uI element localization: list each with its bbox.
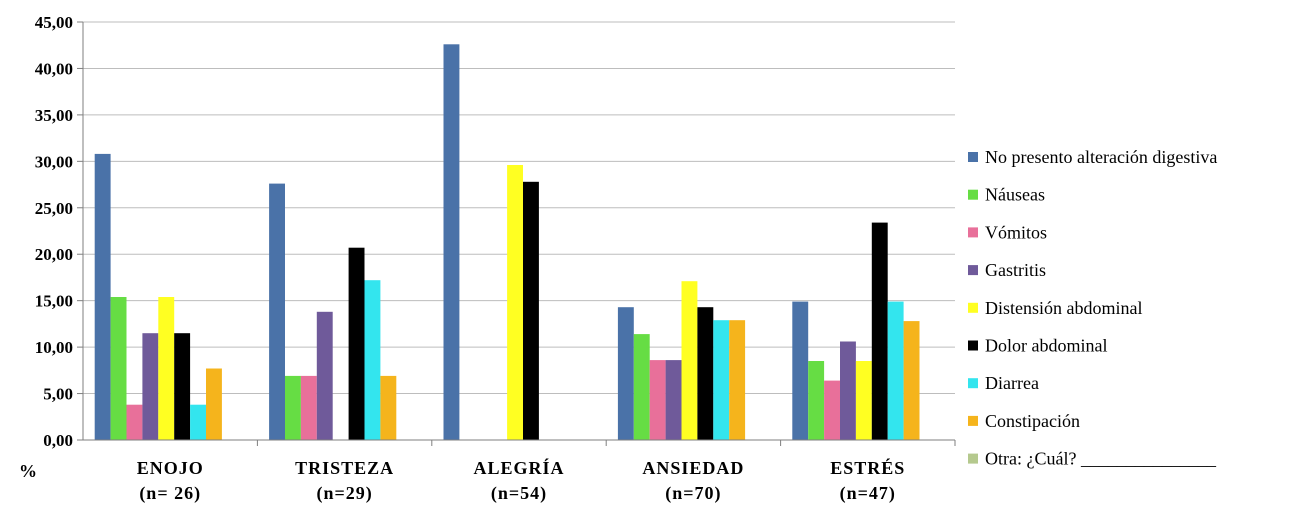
x-category-label: ALEGRÍA xyxy=(473,457,564,478)
bar xyxy=(713,320,730,440)
legend-label: Vómitos xyxy=(985,222,1047,242)
y-tick-label: 15,00 xyxy=(35,292,73,311)
bar xyxy=(443,44,460,441)
bar xyxy=(633,334,650,440)
bar xyxy=(158,297,175,440)
legend-swatch xyxy=(968,227,978,238)
bar xyxy=(507,165,523,440)
bar xyxy=(792,301,809,440)
legend-swatch xyxy=(968,189,978,200)
legend-label: Otra: ¿Cuál? _______________ xyxy=(985,449,1217,469)
legend-label: No presento alteración digestiva xyxy=(985,147,1217,167)
bar xyxy=(126,404,143,440)
bar xyxy=(380,375,397,440)
legend-swatch xyxy=(968,265,978,276)
legend-label: Dolor abdominal xyxy=(985,336,1107,356)
bar xyxy=(649,360,666,440)
legend-swatch xyxy=(968,152,978,162)
x-category-n-label: (n=47) xyxy=(840,483,896,504)
bar xyxy=(887,301,904,440)
axes: 0,00 5,00 10,00 15,00 20,00 25,00 30,00 35,00 40… xyxy=(35,13,956,504)
y-tick-label: 10,00 xyxy=(35,338,73,357)
legend-swatch xyxy=(968,378,978,389)
bar xyxy=(316,311,333,440)
bar xyxy=(729,320,746,440)
legend-label: Gastritis xyxy=(985,260,1046,280)
legend-swatch xyxy=(968,302,978,313)
bar xyxy=(285,375,301,440)
bar xyxy=(94,153,111,440)
x-category-n-label: (n= 26) xyxy=(139,483,201,504)
bar xyxy=(364,280,381,440)
x-category-label: ENOJO xyxy=(137,458,204,478)
bar xyxy=(824,380,840,440)
bar xyxy=(665,360,682,440)
bar xyxy=(206,368,222,440)
bar xyxy=(300,375,317,440)
y-tick-label: 40,00 xyxy=(35,59,73,78)
y-tick-label: 25,00 xyxy=(35,199,73,218)
legend-label: Náuseas xyxy=(985,185,1045,205)
y-tick-label: 30,00 xyxy=(35,152,73,171)
y-tick-label: 20,00 xyxy=(35,245,73,264)
legend-label: Distensión abdominal xyxy=(985,298,1142,318)
x-category-n-label: (n=70) xyxy=(665,483,721,504)
bar xyxy=(697,307,714,440)
y-tick-label: 5,00 xyxy=(43,385,73,404)
legend: No presento alteración digestiva Náuseas V… xyxy=(968,147,1217,469)
bar xyxy=(348,247,365,440)
bar xyxy=(840,341,856,440)
bar xyxy=(174,333,191,440)
bar xyxy=(142,333,159,440)
legend-swatch xyxy=(968,415,978,426)
legend-label: Constipación xyxy=(985,411,1080,431)
x-category-label: TRISTEZA xyxy=(295,458,394,478)
legend-label: Diarrea xyxy=(985,373,1039,393)
bars xyxy=(94,44,920,441)
bar xyxy=(808,361,825,440)
bar xyxy=(871,222,888,440)
x-category-n-label: (n=54) xyxy=(491,483,547,504)
bar xyxy=(523,181,539,441)
y-tick-label: 35,00 xyxy=(35,106,73,125)
bar xyxy=(681,281,698,440)
y-tick-label: 0,00 xyxy=(43,431,73,450)
x-category-n-label: (n=29) xyxy=(316,483,372,504)
y-tick-label: 45,00 xyxy=(35,13,73,32)
bar xyxy=(110,297,127,440)
x-category-label: ANSIEDAD xyxy=(642,458,744,478)
bar xyxy=(617,307,634,440)
bar xyxy=(190,404,206,440)
bar xyxy=(855,361,872,440)
x-category-label: ESTRÉS xyxy=(830,457,905,478)
bar xyxy=(903,321,920,440)
legend-swatch xyxy=(968,340,978,351)
y-axis-unit-label: % xyxy=(19,461,37,481)
legend-swatch xyxy=(968,453,978,464)
bar xyxy=(269,183,285,440)
